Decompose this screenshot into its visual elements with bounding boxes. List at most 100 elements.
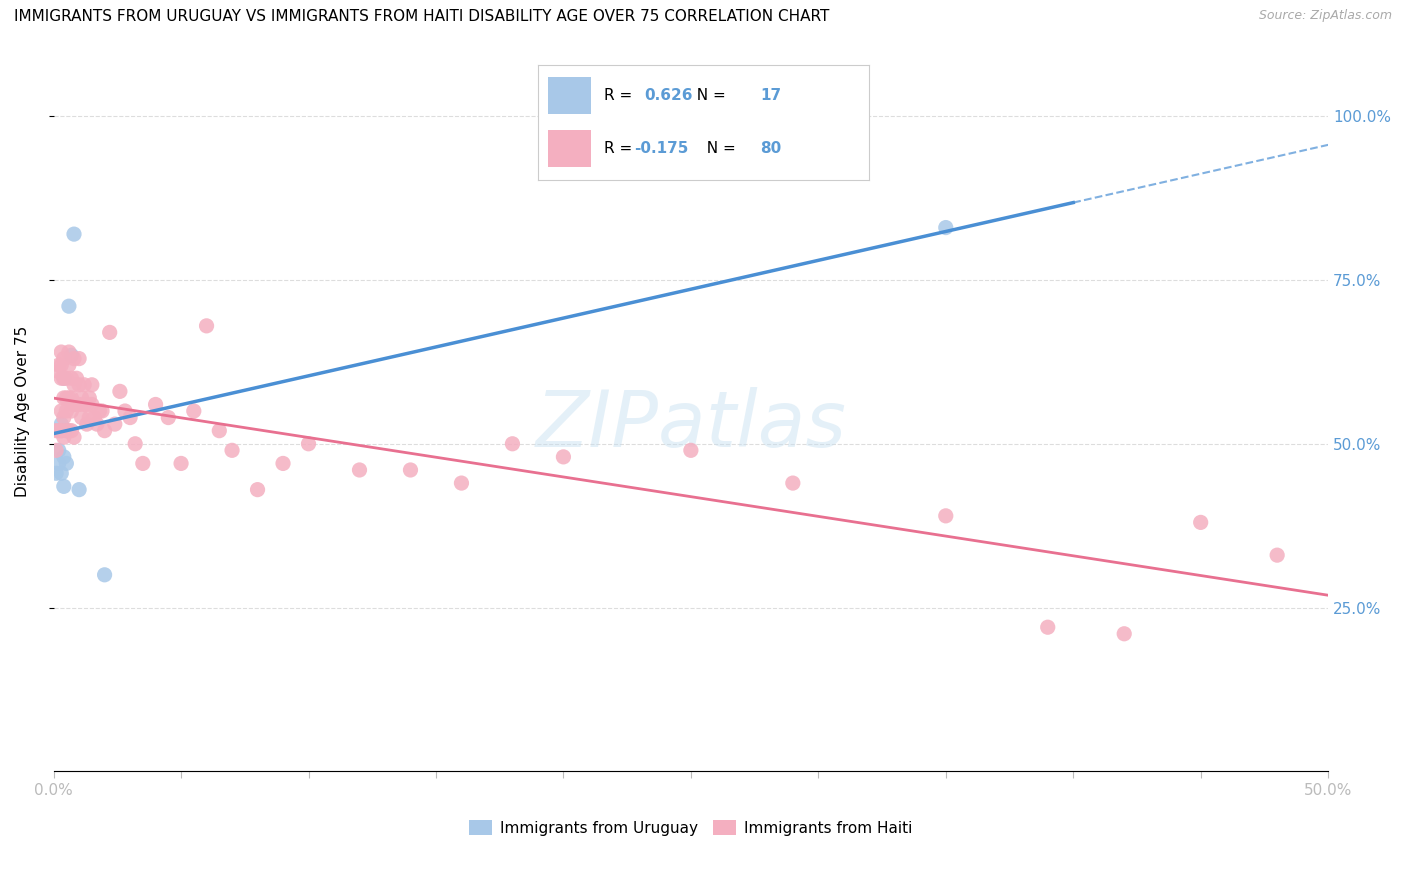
- Point: [93, 424, 115, 438]
- Point: [935, 508, 957, 523]
- Point: [221, 443, 243, 458]
- Point: [124, 437, 146, 451]
- Point: [51, 424, 73, 438]
- Point: [114, 404, 136, 418]
- Point: [48, 457, 70, 471]
- Legend: Immigrants from Uruguay, Immigrants from Haiti: Immigrants from Uruguay, Immigrants from…: [470, 820, 912, 836]
- Point: [108, 384, 131, 399]
- Point: [45, 443, 67, 458]
- Point: [80, 377, 103, 392]
- Text: Source: ZipAtlas.com: Source: ZipAtlas.com: [1258, 9, 1392, 22]
- Point: [52, 410, 75, 425]
- Point: [83, 410, 105, 425]
- Point: [52, 371, 75, 385]
- Point: [51, 404, 73, 418]
- Point: [86, 417, 108, 431]
- Point: [63, 377, 86, 392]
- Point: [52, 479, 75, 493]
- Point: [55, 371, 77, 385]
- Point: [935, 220, 957, 235]
- Point: [51, 467, 73, 481]
- Point: [79, 410, 101, 425]
- Point: [76, 417, 98, 431]
- Point: [55, 404, 77, 418]
- Point: [63, 227, 86, 241]
- Point: [399, 463, 422, 477]
- Point: [67, 351, 90, 366]
- Point: [63, 397, 86, 411]
- Point: [67, 377, 90, 392]
- Point: [52, 351, 75, 366]
- Point: [208, 424, 231, 438]
- Point: [271, 457, 294, 471]
- Point: [246, 483, 269, 497]
- Point: [501, 437, 523, 451]
- Point: [60, 348, 83, 362]
- Point: [51, 345, 73, 359]
- Point: [349, 463, 371, 477]
- Point: [51, 358, 73, 372]
- Point: [65, 371, 87, 385]
- Point: [58, 391, 80, 405]
- Point: [48, 358, 70, 372]
- Point: [450, 476, 472, 491]
- Point: [73, 377, 96, 392]
- Point: [60, 424, 83, 438]
- Point: [70, 410, 93, 425]
- Point: [55, 424, 77, 438]
- Point: [63, 430, 86, 444]
- Point: [48, 424, 70, 438]
- Point: [1114, 627, 1136, 641]
- Point: [58, 424, 80, 438]
- Point: [67, 397, 90, 411]
- Point: [60, 391, 83, 405]
- Point: [170, 457, 193, 471]
- Point: [1036, 620, 1059, 634]
- Point: [45, 467, 67, 481]
- Point: [52, 391, 75, 405]
- Y-axis label: Disability Age Over 75: Disability Age Over 75: [15, 326, 30, 497]
- Point: [67, 483, 90, 497]
- Point: [55, 424, 77, 438]
- Point: [48, 365, 70, 379]
- Point: [76, 397, 98, 411]
- Point: [679, 443, 702, 458]
- Point: [58, 299, 80, 313]
- Point: [51, 424, 73, 438]
- Point: [98, 326, 121, 340]
- Point: [80, 397, 103, 411]
- Point: [60, 404, 83, 418]
- Point: [51, 371, 73, 385]
- Point: [782, 476, 804, 491]
- Point: [1265, 548, 1288, 562]
- Point: [145, 397, 167, 411]
- Point: [93, 567, 115, 582]
- Point: [60, 371, 83, 385]
- Text: ZIPatlas: ZIPatlas: [536, 387, 846, 464]
- Point: [297, 437, 319, 451]
- Point: [183, 404, 205, 418]
- Point: [104, 417, 127, 431]
- Point: [91, 404, 114, 418]
- Point: [132, 457, 155, 471]
- Point: [1189, 516, 1212, 530]
- Point: [65, 397, 87, 411]
- Point: [70, 391, 93, 405]
- Point: [52, 430, 75, 444]
- Point: [120, 410, 142, 425]
- Point: [73, 397, 96, 411]
- Point: [45, 424, 67, 438]
- Point: [63, 351, 86, 366]
- Point: [48, 443, 70, 458]
- Point: [52, 450, 75, 464]
- Point: [55, 391, 77, 405]
- Point: [52, 371, 75, 385]
- Point: [55, 457, 77, 471]
- Point: [89, 404, 111, 418]
- Point: [58, 358, 80, 372]
- Point: [79, 391, 101, 405]
- Point: [51, 417, 73, 431]
- Point: [553, 450, 575, 464]
- Text: IMMIGRANTS FROM URUGUAY VS IMMIGRANTS FROM HAITI DISABILITY AGE OVER 75 CORRELAT: IMMIGRANTS FROM URUGUAY VS IMMIGRANTS FR…: [14, 9, 830, 24]
- Point: [157, 410, 180, 425]
